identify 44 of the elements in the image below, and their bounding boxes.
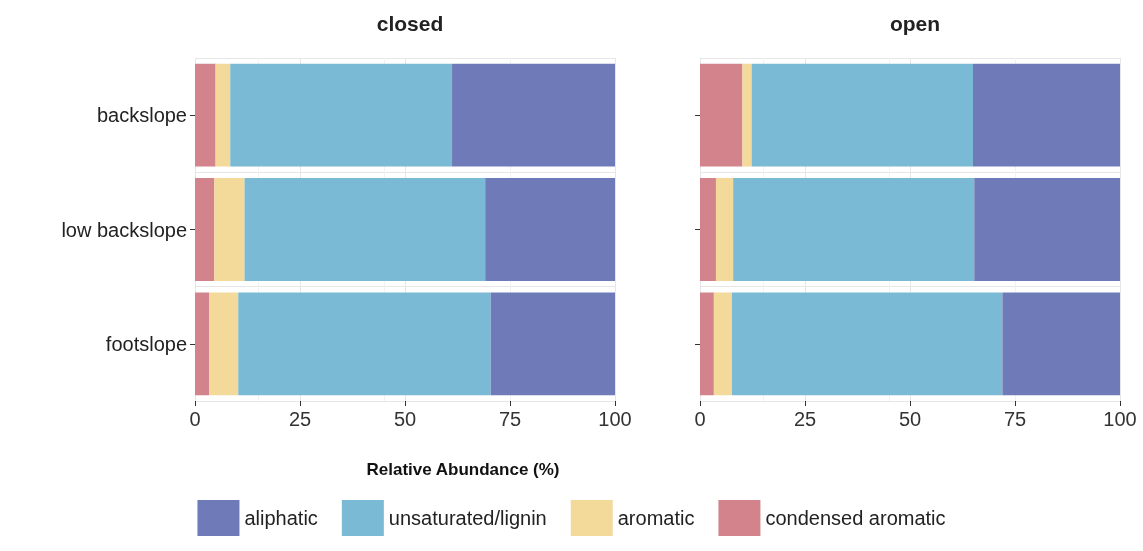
legend-label: condensed aromatic: [765, 507, 946, 529]
legend-label: aromatic: [617, 507, 695, 529]
bar: [700, 178, 716, 281]
bar: [215, 63, 231, 167]
bar: [244, 178, 486, 281]
y-tick-label: low backslope: [61, 218, 187, 241]
bar: [214, 178, 245, 281]
x-tick-label: 75: [498, 408, 522, 430]
x-tick-label: 100: [598, 408, 632, 430]
bar: [974, 178, 1120, 281]
bar: [490, 292, 615, 396]
y-tick-label: footslope: [105, 332, 187, 355]
bar: [238, 292, 491, 396]
x-tick-label: 25: [793, 408, 817, 430]
chart-title: closed: [376, 12, 444, 35]
bar: [733, 178, 975, 281]
bar: [485, 178, 615, 281]
x-tick-label: 50: [393, 408, 417, 430]
bar: [751, 63, 973, 167]
bar: [195, 178, 215, 281]
x-tick-label: 75: [1003, 408, 1027, 430]
x-tick-label: 0: [189, 408, 201, 430]
bar: [713, 292, 732, 396]
bar: [700, 292, 714, 396]
x-tick-label: 25: [288, 408, 312, 430]
bar: [700, 63, 743, 167]
bar: [209, 292, 239, 396]
bar: [973, 63, 1120, 167]
bar: [452, 63, 615, 167]
bar: [715, 178, 734, 281]
y-tick-label: backslope: [96, 104, 187, 127]
chart-title: open: [889, 12, 941, 35]
bar: [195, 63, 216, 167]
bar: [195, 292, 210, 396]
bar: [742, 63, 752, 167]
bar: [1002, 292, 1120, 396]
bar: [731, 292, 1003, 396]
bar: [230, 63, 453, 167]
legend-label: aliphatic: [244, 507, 318, 529]
x-axis-title: Relative Abundance (%): [366, 460, 560, 479]
x-tick-label: 0: [694, 408, 706, 430]
x-tick-label: 100: [1103, 408, 1137, 430]
legend-label: unsaturated/lignin: [388, 507, 547, 529]
x-tick-label: 50: [898, 408, 922, 430]
